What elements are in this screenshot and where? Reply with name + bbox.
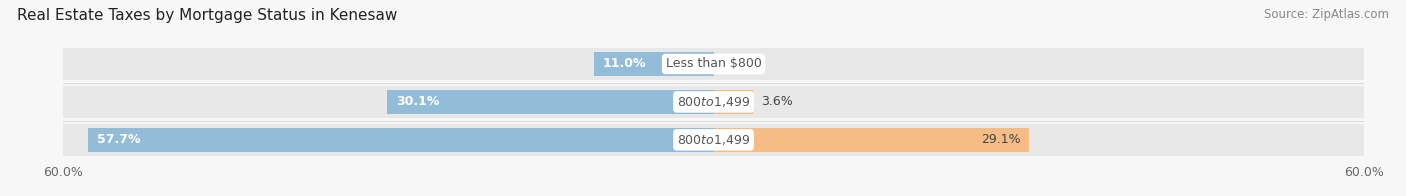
Text: 3.6%: 3.6% <box>761 95 793 108</box>
Text: 30.1%: 30.1% <box>396 95 439 108</box>
Bar <box>713 128 1029 152</box>
Text: Less than $800: Less than $800 <box>665 57 762 71</box>
Text: $800 to $1,499: $800 to $1,499 <box>676 95 751 109</box>
Text: 11.0%: 11.0% <box>603 57 647 71</box>
Text: Real Estate Taxes by Mortgage Status in Kenesaw: Real Estate Taxes by Mortgage Status in … <box>17 8 398 23</box>
Text: $800 to $1,499: $800 to $1,499 <box>676 133 751 147</box>
Text: 0.0%: 0.0% <box>723 57 754 71</box>
Text: 57.7%: 57.7% <box>97 133 141 146</box>
Bar <box>63 48 1364 80</box>
Bar <box>595 52 713 76</box>
Text: Source: ZipAtlas.com: Source: ZipAtlas.com <box>1264 8 1389 21</box>
Bar <box>63 124 1364 156</box>
Text: 29.1%: 29.1% <box>980 133 1021 146</box>
Bar <box>63 86 1364 118</box>
Bar <box>387 90 713 114</box>
Bar <box>713 90 752 114</box>
Bar <box>89 128 713 152</box>
